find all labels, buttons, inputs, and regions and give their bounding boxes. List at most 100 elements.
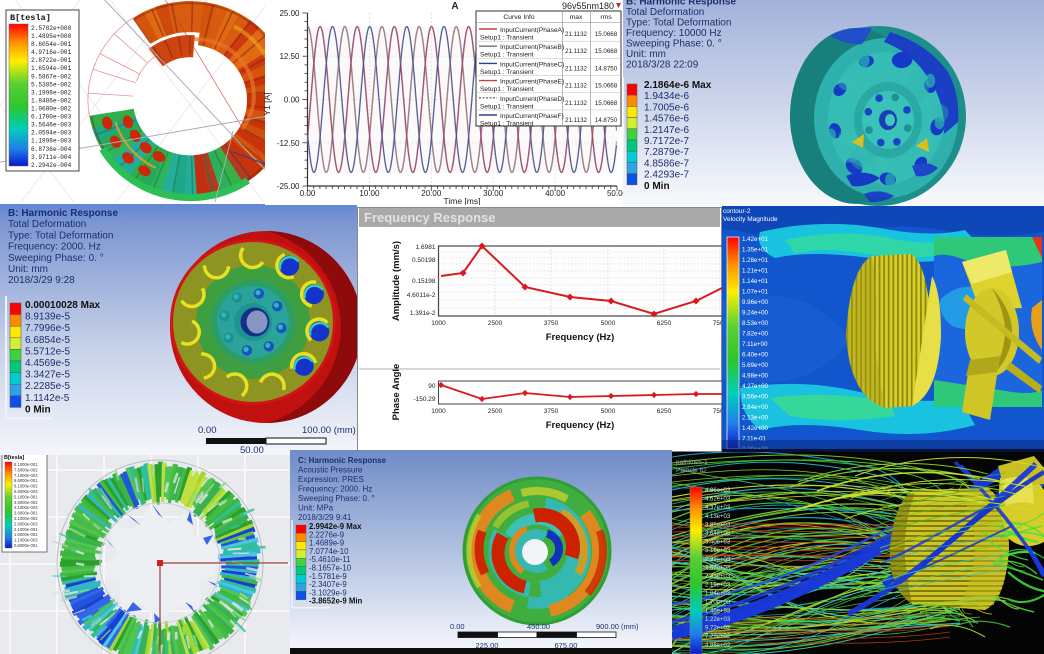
svg-text:Sweeping Phase: 0. °: Sweeping Phase: 0. °	[8, 253, 104, 264]
svg-text:2500: 2500	[488, 408, 503, 415]
svg-text:21.1132: 21.1132	[565, 31, 587, 38]
svg-text:2.43e+03: 2.43e+03	[705, 574, 731, 580]
svg-text:0.6000e-001: 0.6000e-001	[14, 543, 38, 548]
svg-text:C: Harmonic Response: C: Harmonic Response	[298, 456, 387, 465]
svg-text:1.1142e-5: 1.1142e-5	[25, 393, 70, 404]
svg-text:Type: Total Deformation: Type: Total Deformation	[626, 18, 731, 29]
svg-text:2.67e+03: 2.67e+03	[705, 565, 731, 571]
svg-text:50.00: 50.00	[240, 445, 264, 456]
svg-text:2.6000e-003: 2.6000e-003	[14, 521, 38, 526]
svg-text:1.1898e-003: 1.1898e-003	[31, 138, 72, 145]
svg-text:0.00: 0.00	[198, 425, 217, 436]
svg-text:4.6011e-2: 4.6011e-2	[407, 292, 436, 299]
svg-text:Unit: mm: Unit: mm	[626, 49, 666, 60]
svg-text:5.1000e-001: 5.1000e-001	[14, 494, 38, 499]
svg-text:7.11e+00: 7.11e+00	[742, 341, 768, 348]
svg-text:Setup1 : Transient: Setup1 : Transient	[480, 35, 534, 42]
svg-text:2.5782e+000: 2.5782e+000	[31, 25, 72, 32]
svg-text:2.13e+00: 2.13e+00	[742, 415, 769, 422]
svg-text:Time [ms]: Time [ms]	[444, 196, 481, 206]
svg-text:Frequency (Hz): Frequency (Hz)	[546, 332, 615, 343]
svg-text:Particle ID: Particle ID	[676, 467, 706, 474]
svg-text:7.11e-01: 7.11e-01	[742, 436, 767, 443]
svg-text:1.35e+01: 1.35e+01	[742, 247, 769, 254]
svg-text:6.1700e-003: 6.1700e-003	[31, 114, 72, 121]
svg-text:InputCurrent(PhaseB): InputCurrent(PhaseB)	[500, 44, 564, 51]
svg-text:2018/3/29 9:41: 2018/3/29 9:41	[298, 513, 352, 522]
svg-text:8.9139e-5: 8.9139e-5	[25, 312, 70, 323]
svg-text:40.00: 40.00	[545, 189, 566, 198]
svg-text:2.4293e-7: 2.4293e-7	[644, 170, 689, 181]
svg-text:2.8722e-001: 2.8722e-001	[31, 57, 72, 64]
svg-text:7.82e+00: 7.82e+00	[742, 331, 769, 338]
svg-text:1.22e+03: 1.22e+03	[705, 617, 731, 623]
svg-text:0.00010028 Max: 0.00010028 Max	[25, 300, 101, 311]
svg-text:8.1000e-001: 8.1000e-001	[14, 462, 38, 467]
svg-text:7500: 7500	[713, 408, 728, 415]
svg-text:1.07e+01: 1.07e+01	[742, 289, 769, 296]
svg-text:3.89e+03: 3.89e+03	[705, 522, 731, 528]
svg-text:3.56e+00: 3.56e+00	[742, 394, 769, 401]
svg-text:6.1000e-002: 6.1000e-002	[14, 484, 38, 489]
svg-text:7500: 7500	[713, 320, 728, 327]
svg-text:1.46e+03: 1.46e+03	[705, 608, 731, 614]
svg-text:Setup1 : Transient: Setup1 : Transient	[480, 86, 534, 93]
svg-text:2.9942e-9 Max: 2.9942e-9 Max	[309, 522, 362, 531]
svg-text:Total Deformation: Total Deformation	[8, 219, 86, 230]
svg-text:21.1132: 21.1132	[565, 100, 587, 107]
svg-text:6250: 6250	[657, 408, 672, 415]
svg-text:Setup1 : Transient: Setup1 : Transient	[480, 121, 534, 128]
svg-text:4.86e+02: 4.86e+02	[705, 643, 731, 649]
svg-text:Unit: mm: Unit: mm	[8, 264, 48, 275]
svg-text:3.9711e-004: 3.9711e-004	[31, 154, 72, 161]
svg-text:8.6054e-001: 8.6054e-001	[31, 41, 72, 48]
svg-text:4.27e+00: 4.27e+00	[742, 383, 769, 390]
svg-text:4.98e+00: 4.98e+00	[742, 373, 769, 380]
svg-text:14.8750: 14.8750	[595, 65, 618, 72]
svg-text:Type: Total Deformation: Type: Total Deformation	[8, 230, 113, 241]
svg-text:-12.50: -12.50	[277, 139, 300, 148]
svg-text:Total Deformation: Total Deformation	[626, 7, 704, 18]
svg-text:-3.8652e-9 Min: -3.8652e-9 Min	[309, 597, 363, 606]
svg-text:A: A	[451, 1, 458, 12]
svg-text:15.0668: 15.0668	[595, 31, 618, 38]
svg-text:B[tesla]: B[tesla]	[10, 13, 51, 23]
svg-text:0.00: 0.00	[450, 622, 465, 631]
svg-text:1.391e-2: 1.391e-2	[410, 310, 436, 317]
svg-text:1.8486e-002: 1.8486e-002	[31, 98, 72, 105]
svg-text:5.69e+00: 5.69e+00	[742, 362, 769, 369]
svg-text:0.15198: 0.15198	[412, 278, 436, 285]
svg-text:4.37e+03: 4.37e+03	[705, 505, 731, 511]
svg-text:Setup1 : Transient: Setup1 : Transient	[480, 69, 534, 76]
svg-text:-25.00: -25.00	[277, 182, 300, 191]
svg-text:3.64e+03: 3.64e+03	[705, 531, 731, 537]
svg-text:96v55nm180: 96v55nm180	[562, 1, 614, 11]
svg-text:1.9434e-6: 1.9434e-6	[644, 91, 689, 102]
svg-text:2.92e+03: 2.92e+03	[705, 557, 731, 563]
svg-text:12.50: 12.50	[279, 52, 300, 61]
svg-text:5000: 5000	[601, 320, 616, 327]
svg-text:1000: 1000	[431, 408, 446, 415]
svg-text:15.0668: 15.0668	[595, 83, 618, 90]
svg-text:Frequency: 2000. Hz: Frequency: 2000. Hz	[298, 485, 372, 494]
svg-text:4.4569e-5: 4.4569e-5	[25, 358, 70, 369]
svg-text:6.8736e-004: 6.8736e-004	[31, 146, 72, 153]
svg-text:1.28e+01: 1.28e+01	[742, 257, 769, 264]
svg-text:-3.1029e-9: -3.1029e-9	[309, 588, 347, 597]
svg-text:7.6000e-002: 7.6000e-002	[14, 467, 38, 472]
svg-text:1.6594e-001: 1.6594e-001	[31, 65, 72, 72]
svg-text:1.7005e-6: 1.7005e-6	[644, 102, 689, 113]
svg-text:4.13e+03: 4.13e+03	[705, 514, 731, 520]
svg-text:9.24e+00: 9.24e+00	[742, 310, 769, 317]
svg-text:-1.5781e-9: -1.5781e-9	[309, 572, 347, 581]
svg-text:0.00: 0.00	[300, 189, 316, 198]
svg-text:6.6000e-001: 6.6000e-001	[14, 478, 38, 483]
svg-text:3.5646e-003: 3.5646e-003	[31, 122, 72, 129]
svg-text:rms: rms	[600, 14, 612, 21]
svg-text:6.6854e-5: 6.6854e-5	[25, 335, 70, 346]
svg-text:1.42e+01: 1.42e+01	[742, 236, 769, 243]
svg-text:450.00: 450.00	[527, 622, 550, 631]
svg-text:15.0668: 15.0668	[595, 100, 618, 107]
svg-text:0 Min: 0 Min	[25, 404, 51, 415]
svg-text:2.1000e-001: 2.1000e-001	[14, 527, 38, 532]
